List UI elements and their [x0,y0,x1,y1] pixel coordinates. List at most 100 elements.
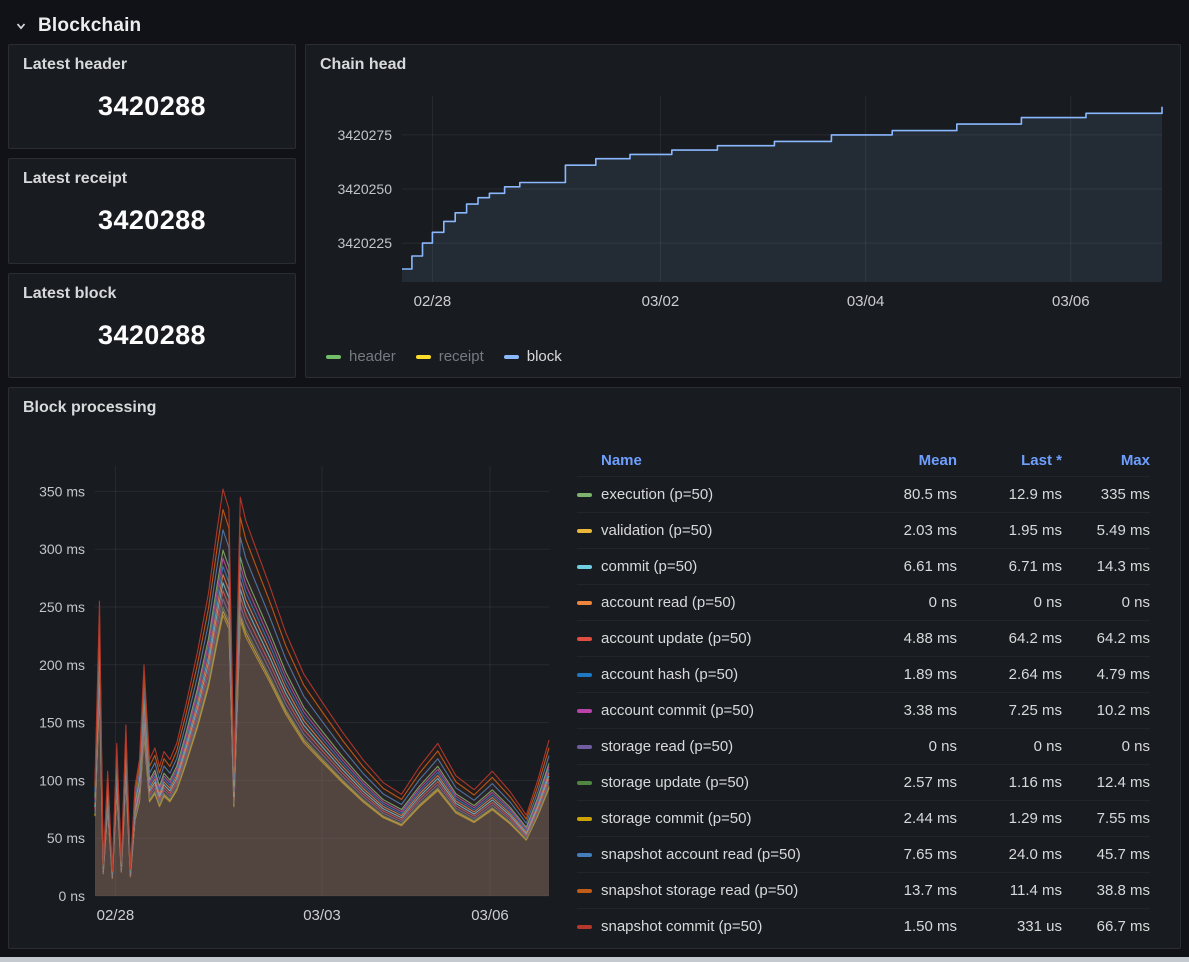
legend-table-row[interactable]: snapshot commit (p=50) 1.50 ms 331 us 66.7 … [577,908,1150,936]
svg-text:02/28: 02/28 [414,293,452,310]
legend-table-row[interactable]: account update (p=50) 4.88 ms 64.2 ms 64.2 … [577,620,1150,656]
panel-title-chain-head[interactable]: Chain head [320,56,407,73]
legend-table-row[interactable]: snapshot account read (p=50) 7.65 ms 24.0 … [577,836,1150,872]
legend-table-row[interactable]: execution (p=50) 80.5 ms 12.9 ms 335 ms [577,476,1150,512]
panel-block-processing: Block processing 0 ns 50 ms 100 ms 150 ms 20… [8,387,1181,949]
series-mean: 1.89 ms [903,666,957,683]
series-last: 12.9 ms [1008,486,1062,503]
chain-head-chart[interactable]: 3420225 3420250 3420275 02/28 03/02 03/04 03/0… [312,82,1170,318]
series-color-swatch [577,492,592,497]
legend-table-row[interactable]: snapshot storage read (p=50) 13.7 ms 11.4 … [577,872,1150,908]
series-last: 1.95 ms [1008,522,1062,539]
legend-item-header[interactable]: header [326,348,396,365]
svg-text:0 ns: 0 ns [59,888,85,904]
row-header-blockchain[interactable]: Blockchain [8,8,1181,44]
top-row: Latest header 3420288 Latest receipt 342… [8,44,1181,378]
chain-head-legend: header receipt block [326,348,562,365]
series-max: 7.55 ms [1096,810,1150,827]
column-header-mean[interactable]: Mean [918,451,957,469]
series-mean: 0 ns [928,594,957,611]
series-last: 64.2 ms [1008,630,1062,647]
series-name: snapshot storage read (p=50) [601,882,799,899]
series-name: commit (p=50) [601,558,698,575]
svg-text:350 ms: 350 ms [39,483,85,499]
svg-text:3420275: 3420275 [337,127,392,143]
series-color-swatch [577,636,592,641]
legend-table-row[interactable]: validation (p=50) 2.03 ms 1.95 ms 5.49 ms [577,512,1150,548]
series-last: 7.25 ms [1008,702,1062,719]
svg-text:03/06: 03/06 [471,907,509,924]
series-max: 0 ns [1121,594,1150,611]
series-mean: 6.61 ms [903,558,957,575]
legend-table-row[interactable]: account hash (p=50) 1.89 ms 2.64 ms 4.79 ms [577,656,1150,692]
series-max: 66.7 ms [1096,918,1150,935]
series-color-swatch [577,852,592,857]
series-max: 10.2 ms [1096,702,1150,719]
series-mean: 80.5 ms [903,486,957,503]
svg-text:3420250: 3420250 [337,181,392,197]
legend-label: header [349,348,396,365]
stat-value-latest-block: 3420288 [98,319,206,350]
series-mean: 2.44 ms [903,810,957,827]
legend-item-receipt[interactable]: receipt [415,348,484,365]
series-max: 64.2 ms [1096,630,1150,647]
series-max: 12.4 ms [1096,774,1150,791]
series-name: snapshot commit (p=50) [601,918,763,935]
legend-table-row[interactable]: storage update (p=50) 2.57 ms 1.16 ms 12.4 … [577,764,1150,800]
series-max: 45.7 ms [1096,846,1150,863]
series-max: 0 ns [1121,738,1150,755]
series-name: account commit (p=50) [601,702,754,719]
svg-text:3420225: 3420225 [337,235,392,251]
legend-color-swatch [415,354,431,359]
panel-latest-block: Latest block 3420288 [8,272,296,378]
series-mean: 13.7 ms [903,882,957,899]
svg-text:03/06: 03/06 [1052,293,1090,310]
window-bottom-edge [0,957,1189,962]
panel-latest-receipt: Latest receipt 3420288 [8,158,296,264]
section-title: Blockchain [38,15,142,36]
series-last: 11.4 ms [1009,882,1062,899]
series-max: 38.8 ms [1096,882,1150,899]
series-max: 5.49 ms [1096,522,1150,539]
legend-table-row[interactable]: commit (p=50) 6.61 ms 6.71 ms 14.3 ms [577,548,1150,584]
series-color-swatch [577,600,592,605]
svg-text:150 ms: 150 ms [39,715,85,731]
series-color-swatch [577,816,592,821]
series-color-swatch [577,528,592,533]
svg-text:200 ms: 200 ms [39,657,85,673]
series-name: execution (p=50) [601,486,714,503]
column-header-max[interactable]: Max [1120,451,1150,469]
series-mean: 2.03 ms [903,522,957,539]
column-header-name[interactable]: Name [601,451,642,469]
series-name: account read (p=50) [601,594,736,611]
legend-table-row[interactable]: account read (p=50) 0 ns 0 ns 0 ns [577,584,1150,620]
legend-label: block [526,348,562,365]
series-name: account update (p=50) [601,630,752,647]
svg-text:50 ms: 50 ms [47,830,85,846]
stat-value-latest-header: 3420288 [98,91,206,121]
panel-chain-head: Chain head 3420225 3420250 3420275 02/28 03/… [305,44,1181,378]
series-name: storage read (p=50) [601,738,734,755]
panel-title-latest-block[interactable]: Latest block [23,284,117,302]
legend-table-row[interactable]: storage read (p=50) 0 ns 0 ns 0 ns [577,728,1150,764]
legend-table-header: Name Mean Last * Max [577,444,1150,476]
legend-table-row[interactable]: account commit (p=50) 3.38 ms 7.25 ms 10.2 … [577,692,1150,728]
series-color-swatch [577,672,592,677]
svg-text:03/02: 03/02 [642,293,680,310]
series-color-swatch [577,780,592,785]
legend-table-row[interactable]: storage commit (p=50) 2.44 ms 1.29 ms 7.55 … [577,800,1150,836]
series-mean: 0 ns [928,738,957,755]
series-mean: 4.88 ms [903,630,957,647]
panel-title-block-processing[interactable]: Block processing [23,399,157,416]
column-header-last[interactable]: Last * [1021,451,1062,469]
block-processing-chart[interactable]: 0 ns 50 ms 100 ms 150 ms 200 ms 250 ms 300 ms 3… [17,436,567,932]
svg-text:100 ms: 100 ms [39,772,85,788]
panel-title-latest-receipt[interactable]: Latest receipt [23,170,128,188]
stat-column: Latest header 3420288 Latest receipt 342… [8,44,296,378]
legend-item-block[interactable]: block [503,348,562,365]
series-name: snapshot account read (p=50) [601,846,801,863]
stat-value-latest-receipt: 3420288 [98,205,206,236]
panel-title-latest-header[interactable]: Latest header [23,56,128,73]
legend-label: receipt [438,348,484,365]
svg-text:250 ms: 250 ms [39,599,85,615]
